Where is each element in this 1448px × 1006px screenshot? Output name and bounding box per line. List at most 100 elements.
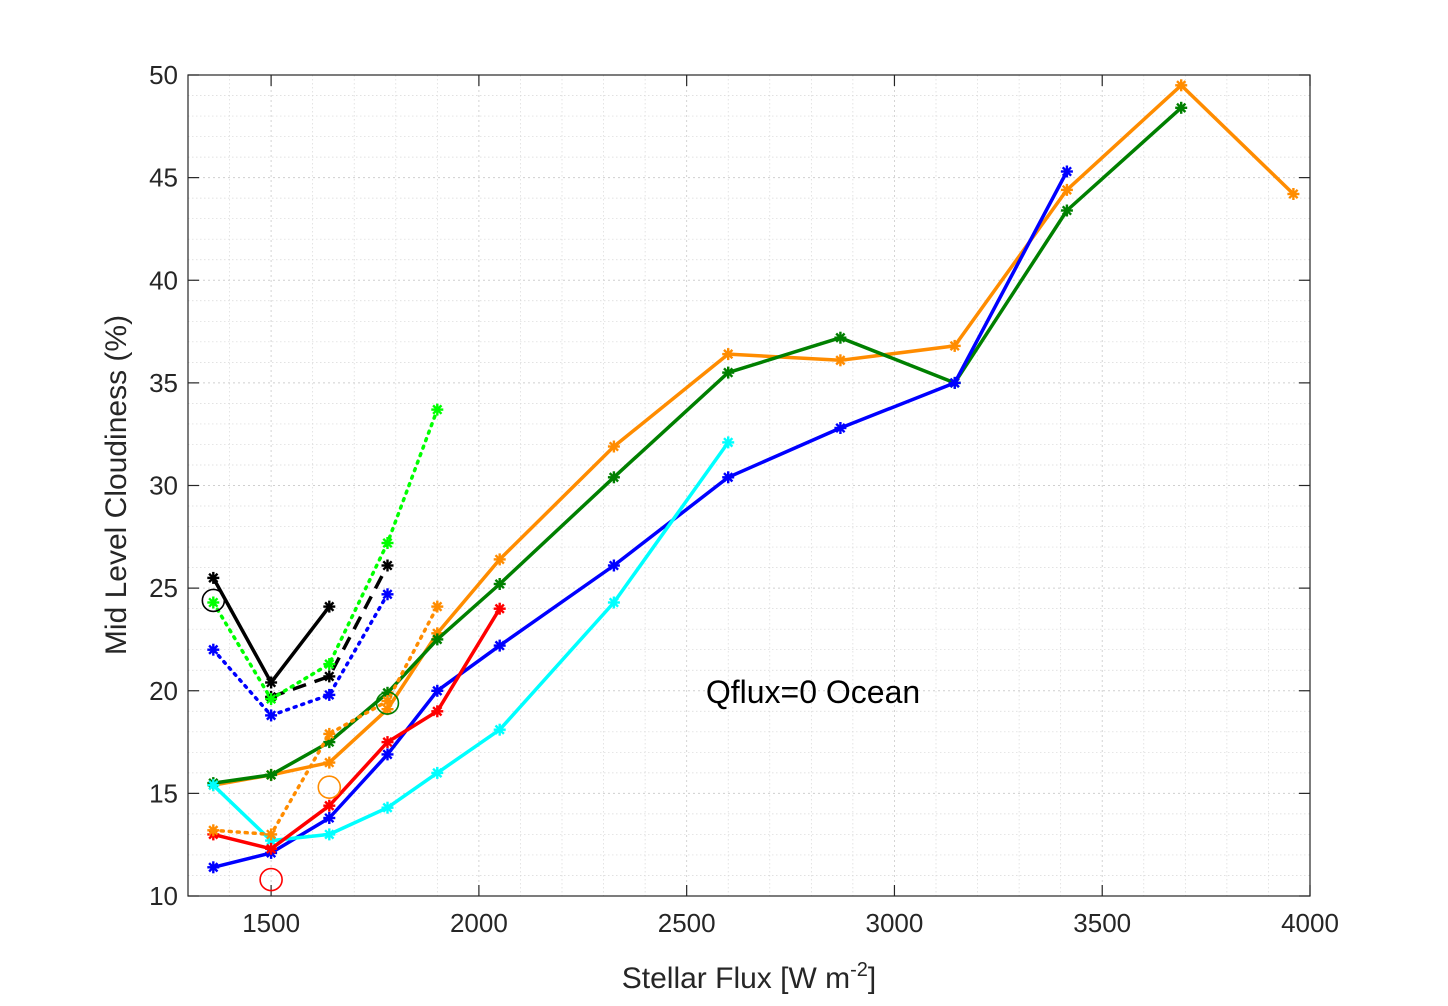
data-point-blue-solid: [207, 861, 220, 874]
red-circle: [259, 867, 283, 892]
series-green-solid: [207, 101, 1188, 790]
marker-stroke: [208, 572, 219, 583]
data-point-cyan-solid: [607, 596, 620, 609]
data-point-blue-solid: [1060, 165, 1073, 178]
series-line-green-solid: [211, 106, 1183, 785]
y-tick-label: 40: [149, 265, 178, 295]
x-axis-label-suffix: ]: [868, 962, 876, 995]
x-tick-label: 1500: [242, 908, 300, 938]
data-point-orange-dotted: [207, 824, 220, 837]
marker-stroke: [382, 749, 393, 760]
data-point-green-dotted: [323, 658, 336, 671]
marker-stroke: [266, 829, 277, 840]
y-tick-label: 45: [149, 163, 178, 193]
marker-stroke: [949, 340, 960, 351]
marker-stroke: [432, 706, 443, 717]
y-tick-label: 35: [149, 368, 178, 398]
data-point-red-solid: [431, 705, 444, 718]
series-blue-solid: [207, 165, 1073, 874]
circle-layer: [201, 588, 400, 892]
series-cyan-solid: [207, 436, 735, 847]
series-line-green-dotted: [211, 407, 440, 701]
data-point-orange-solid: [1287, 188, 1300, 200]
black-circle: [201, 588, 226, 613]
data-point-black-dashed: [381, 559, 394, 572]
series-red-solid: [207, 602, 506, 855]
data-point-orange-dotted: [431, 600, 444, 613]
marker-stroke: [608, 597, 619, 608]
data-point-green-solid: [493, 578, 506, 590]
series-black-solid: [207, 571, 336, 689]
x-tick-labels: 1500 2000 2500 3000 3500 4000: [242, 908, 1339, 938]
marker-stroke: [324, 829, 335, 840]
y-tick-label: 20: [149, 676, 178, 706]
series-layer: [207, 79, 1300, 874]
data-point-orange-dotted: [323, 727, 336, 740]
data-point-black-solid: [265, 676, 278, 689]
marker-stroke: [835, 355, 846, 366]
data-point-cyan-solid: [323, 828, 336, 841]
x-axis-label: Stellar Flux [W m-2]: [622, 959, 877, 995]
marker-stroke: [382, 802, 393, 813]
axis-ticks: [188, 74, 1311, 897]
marker-stroke: [324, 659, 335, 670]
data-point-red-solid: [265, 842, 278, 855]
data-point-orange-solid: [722, 348, 735, 361]
marker-stroke: [835, 422, 846, 434]
data-point-blue-solid: [381, 748, 394, 761]
marker-stroke: [432, 685, 443, 696]
marker-stroke: [324, 689, 335, 700]
data-point-green-solid: [722, 366, 735, 379]
marker-stroke: [382, 537, 393, 549]
marker-stroke: [324, 737, 335, 748]
data-point-green-dotted: [265, 693, 278, 705]
data-point-cyan-solid: [722, 436, 735, 449]
series-blue-dotted: [207, 588, 394, 722]
marker-stroke: [1061, 205, 1072, 216]
series-line-orange-dotted: [211, 604, 440, 837]
marker-stroke: [723, 472, 734, 483]
marker-stroke: [835, 332, 846, 343]
y-tick-labels: 10 15 20 25 30 35 40 45 50: [149, 60, 178, 911]
marker-stroke: [494, 724, 505, 735]
marker-stroke: [608, 472, 619, 483]
marker-stroke: [723, 367, 734, 378]
data-point-blue-solid: [493, 639, 506, 652]
series-black-dashed: [265, 559, 394, 703]
data-point-blue-solid: [834, 422, 847, 434]
data-point-blue-dotted: [323, 688, 336, 701]
orange-circle: [317, 775, 342, 800]
data-point-orange-dotted: [381, 695, 394, 707]
marker-stroke: [382, 560, 393, 571]
marker-stroke: [266, 843, 277, 854]
data-point-black-solid: [207, 571, 220, 584]
marker-stroke: [324, 757, 335, 768]
data-point-blue-solid: [948, 376, 961, 389]
data-point-green-solid: [607, 471, 620, 484]
chart-annotation: Qflux=0 Ocean: [706, 674, 920, 710]
x-tick-label: 3000: [866, 908, 924, 938]
marker-stroke: [723, 349, 734, 360]
series-green-dotted: [207, 403, 444, 705]
data-point-black-solid: [323, 600, 336, 613]
marker-stroke: [324, 812, 335, 824]
data-point-orange-solid: [834, 354, 847, 367]
data-point-orange-solid: [1175, 79, 1188, 92]
marker-stroke: [266, 693, 277, 705]
marker-stroke: [494, 554, 505, 565]
data-point-blue-solid: [607, 559, 620, 572]
data-point-red-solid: [323, 799, 336, 812]
marker-stroke: [382, 704, 393, 715]
marker-stroke: [208, 780, 219, 791]
marker-stroke: [1176, 80, 1187, 91]
data-point-green-dotted: [207, 596, 220, 609]
series-orange-dotted: [207, 600, 444, 841]
marker-stroke: [324, 728, 335, 739]
marker-stroke: [324, 671, 335, 682]
y-tick-label: 30: [149, 471, 178, 501]
marker-stroke: [1176, 102, 1187, 113]
marker-stroke: [382, 589, 393, 600]
data-point-green-solid: [834, 331, 847, 344]
x-tick-label: 2500: [658, 908, 716, 938]
